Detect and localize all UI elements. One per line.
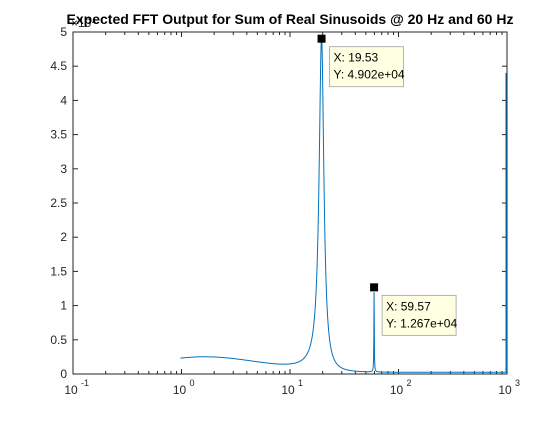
y-tick-label: 3 bbox=[60, 162, 67, 176]
x-tick-label: 10 bbox=[390, 383, 404, 397]
x-tick-exponent: 0 bbox=[190, 378, 195, 388]
data-tip[interactable]: X: 59.57 Y: 1.267e+04 bbox=[370, 283, 457, 336]
y-tick-label: 1 bbox=[60, 299, 67, 313]
x-tick-exponent: 3 bbox=[515, 378, 520, 388]
y-tick-label: 2 bbox=[60, 230, 67, 244]
x-tick-exponent: 2 bbox=[407, 378, 412, 388]
x-tick-label: 10 bbox=[281, 383, 295, 397]
y-exponent-label: ×10⁴ bbox=[71, 16, 97, 30]
y-tick-label: 1.5 bbox=[50, 264, 67, 278]
y-tick-label: 0 bbox=[60, 367, 67, 381]
y-tick-label: 5 bbox=[60, 25, 67, 39]
data-tip-box bbox=[329, 46, 404, 88]
x-tick-label: 10 bbox=[498, 383, 512, 397]
data-tip-marker[interactable] bbox=[370, 283, 379, 292]
data-tip-x: X: 19.53 bbox=[334, 51, 379, 65]
y-tick-label: 4 bbox=[60, 93, 67, 107]
x-tick-label: 10 bbox=[64, 383, 78, 397]
y-tick-label: 0.5 bbox=[50, 333, 67, 347]
data-tip-y: Y: 1.267e+04 bbox=[386, 316, 457, 330]
data-tip-box bbox=[381, 294, 457, 336]
data-tip-x: X: 59.57 bbox=[386, 299, 431, 313]
chart-title: Expected FFT Output for Sum of Real Sinu… bbox=[67, 11, 514, 27]
x-tick-exponent: 1 bbox=[298, 378, 303, 388]
data-tip-y: Y: 4.902e+04 bbox=[334, 68, 405, 82]
data-tip[interactable]: X: 19.53 Y: 4.902e+04 bbox=[317, 34, 405, 88]
fft-series-line bbox=[180, 37, 507, 375]
y-tick-label: 4.5 bbox=[50, 59, 67, 73]
x-tick-exponent: -1 bbox=[81, 378, 89, 388]
x-tick-label: 10 bbox=[173, 383, 187, 397]
y-tick-label: 3.5 bbox=[50, 128, 67, 142]
data-tip-marker[interactable] bbox=[317, 34, 326, 43]
y-tick-label: 2.5 bbox=[50, 196, 67, 210]
